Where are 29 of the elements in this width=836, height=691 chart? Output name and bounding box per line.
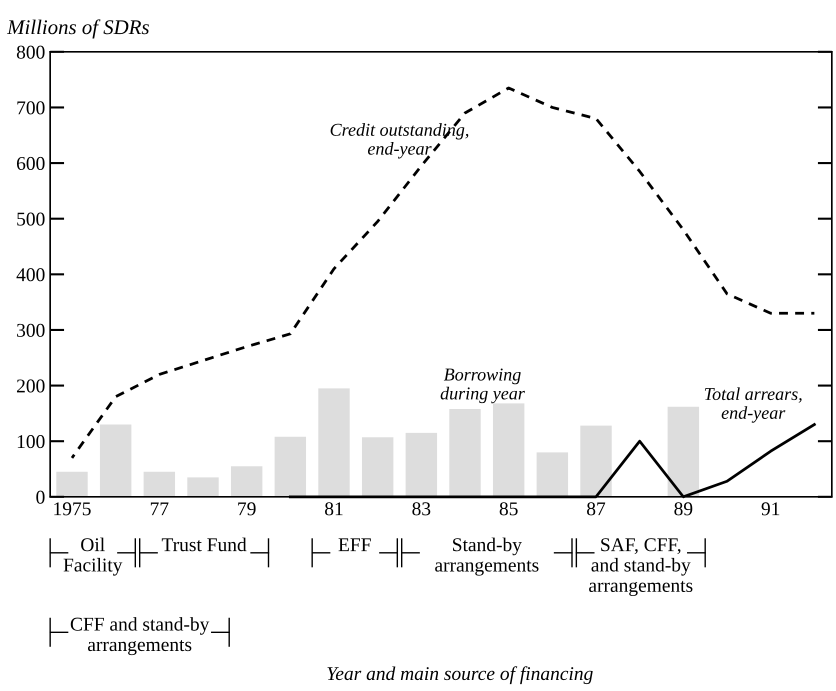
y-tick-label: 300 [17, 324, 45, 337]
x-tick-label: 79 [238, 502, 256, 516]
text: Oil Facility [64, 538, 122, 576]
y-axis-title: Millions of SDRs [6, 19, 149, 38]
x-tick-label: 85 [500, 502, 518, 516]
text: Trust Fund [162, 538, 246, 552]
y-tick-label: 500 [17, 212, 45, 226]
y-tick-label: 200 [16, 379, 45, 393]
text: Stand-by arrangements [435, 538, 538, 576]
y-tick-label: 0 [36, 490, 45, 504]
y-tick-label: 100 [18, 435, 45, 448]
x-tick-label: 83 [412, 502, 430, 516]
series-label: Borrowing during year [440, 368, 525, 404]
x-tick-label: 81 [325, 502, 343, 516]
x-tick-label: 1975 [54, 502, 91, 516]
x-tick-label: 77 [150, 502, 168, 516]
y-tick-label: 700 [17, 101, 45, 114]
text: SAF, CFF, and stand-by arrangements [589, 538, 692, 596]
x-tick-label: 89 [674, 502, 692, 516]
y-tick-label: 600 [16, 156, 45, 170]
text: CFF and stand-by arrangements [70, 617, 210, 656]
y-tick-label: 800 [16, 46, 45, 59]
series-label: Credit outstanding, end-year [330, 123, 468, 158]
y-tick-label: 400 [16, 268, 45, 282]
x-tick-label: 91 [762, 502, 780, 516]
series-label: Total arrears, end-year [704, 387, 802, 423]
text: EFF [338, 538, 371, 552]
x-tick-label: 87 [587, 502, 606, 516]
text: Year and main source of financing [327, 666, 593, 684]
